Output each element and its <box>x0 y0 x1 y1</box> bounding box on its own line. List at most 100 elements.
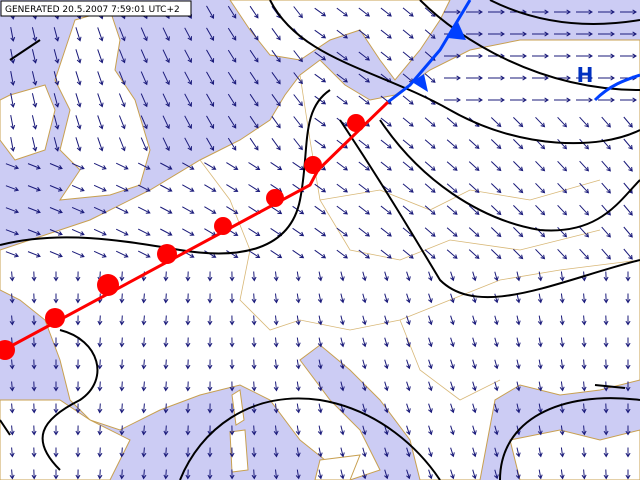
wind-arrow <box>336 95 348 105</box>
wind-arrow <box>227 93 237 107</box>
wind-arrow <box>601 226 611 238</box>
wind-arrow <box>625 271 631 282</box>
wind-arrow <box>428 315 433 326</box>
wind-arrow <box>603 425 609 436</box>
wind-arrow <box>207 469 213 480</box>
wind-arrow <box>97 137 104 152</box>
wind-arrow <box>450 469 455 480</box>
wind-arrow <box>229 425 235 436</box>
wind-arrow <box>623 138 633 150</box>
wind-arrow <box>207 359 213 370</box>
wind-arrow <box>160 206 173 214</box>
wind-arrow <box>204 162 217 170</box>
wind-arrow <box>384 293 389 304</box>
wind-arrow <box>537 359 543 370</box>
wind-arrow <box>623 226 633 238</box>
wind-arrow <box>361 359 367 370</box>
wind-arrow <box>380 249 392 259</box>
wind-arrow <box>468 249 480 260</box>
wind-arrow <box>75 359 81 370</box>
wind-arrow <box>579 116 590 128</box>
wind-arrow <box>358 51 370 61</box>
wind-arrow <box>295 337 301 348</box>
wind-arrow <box>406 469 411 480</box>
wind-arrow <box>625 447 631 458</box>
wind-arrow <box>163 447 169 458</box>
wind-arrow <box>248 228 261 237</box>
wind-arrow <box>53 403 59 414</box>
wind-arrow <box>314 183 327 193</box>
wind-arrow <box>31 271 37 282</box>
wind-arrow <box>10 71 16 86</box>
wind-arrow <box>31 137 38 152</box>
wind-arrow <box>115 250 129 258</box>
wind-arrow <box>471 337 477 348</box>
wind-arrow <box>402 29 414 39</box>
wind-arrow <box>163 425 169 436</box>
wind-arrow <box>75 293 81 304</box>
wind-arrow <box>9 381 15 392</box>
wind-arrow <box>535 182 546 194</box>
wind-arrow <box>466 97 483 103</box>
warm-front <box>0 100 390 360</box>
wind-arrow <box>229 271 235 282</box>
wind-arrow <box>510 75 527 81</box>
wind-arrow <box>75 315 81 326</box>
wind-arrow <box>162 49 170 64</box>
wind-arrow <box>603 359 609 370</box>
wind-arrow <box>163 293 169 304</box>
wind-arrow <box>339 469 345 480</box>
wind-arrow <box>295 425 301 436</box>
wind-arrow <box>537 469 543 480</box>
wind-arrow <box>229 293 235 304</box>
wind-arrow <box>141 315 147 326</box>
wind-arrow <box>510 53 527 59</box>
wind-arrow <box>27 207 41 214</box>
wind-arrow <box>314 139 327 149</box>
wind-arrow <box>384 337 389 348</box>
wind-arrow <box>402 249 414 259</box>
wind-arrow <box>9 403 15 414</box>
wind-arrow <box>380 139 392 149</box>
wind-arrow <box>559 293 565 304</box>
wind-arrow <box>581 425 587 436</box>
scandinavia <box>229 0 451 81</box>
wind-arrow <box>493 337 499 348</box>
wind-arrow <box>490 205 502 216</box>
wind-arrow <box>620 31 637 37</box>
wind-arrow <box>402 139 414 149</box>
wind-arrow <box>532 75 549 81</box>
continent <box>0 39 640 480</box>
wind-arrow <box>535 248 546 260</box>
wind-arrow <box>53 425 59 436</box>
wind-arrow <box>402 51 414 61</box>
wind-arrow <box>317 315 323 326</box>
wind-arrow <box>184 49 192 64</box>
wind-arrow <box>428 381 433 392</box>
wind-arrow <box>248 250 261 259</box>
wind-arrow <box>49 229 63 236</box>
wind-arrow <box>406 337 411 348</box>
wind-arrow <box>537 337 543 348</box>
wind-arrow <box>182 228 195 236</box>
wind-arrow <box>336 183 348 193</box>
wind-arrow <box>97 403 103 414</box>
wind-arrow <box>163 381 169 392</box>
wind-arrow <box>450 425 455 436</box>
wind-arrow <box>9 469 15 480</box>
wind-arrow <box>554 97 571 103</box>
wind-arrow <box>557 226 568 238</box>
wind-arrow <box>450 293 455 304</box>
wind-arrow <box>603 271 609 282</box>
wind-arrow <box>163 469 169 480</box>
wind-arrow <box>185 469 191 480</box>
wind-arrow <box>424 183 436 193</box>
wind-arrow <box>271 28 281 41</box>
wind-arrow <box>227 49 237 63</box>
wind-arrow <box>424 249 436 259</box>
wind-arrow <box>576 97 593 103</box>
wind-arrow <box>488 9 505 15</box>
wind-arrow <box>446 249 458 259</box>
wind-arrow <box>251 315 257 326</box>
wind-arrow <box>513 249 524 260</box>
